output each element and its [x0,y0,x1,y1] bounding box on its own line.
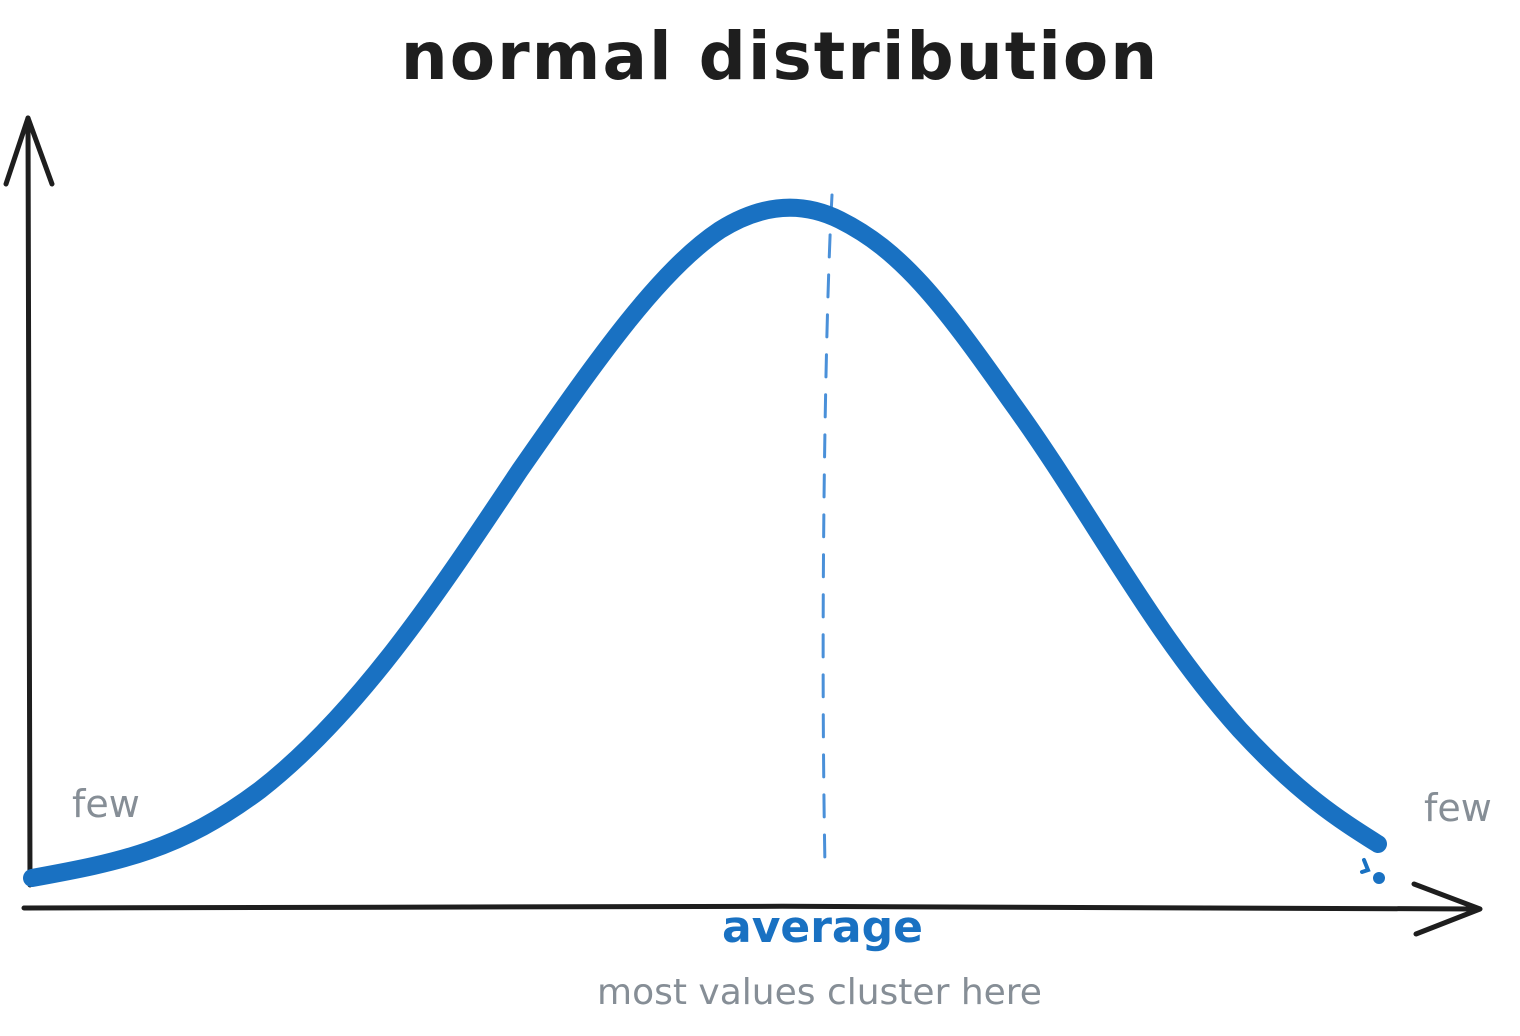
diagram-title: normal distribution [400,18,1160,95]
average-label: average [722,902,923,953]
mean-dashed-line [821,193,834,868]
cluster-note: most values cluster here [597,972,1042,1013]
y-axis [25,115,33,888]
right-tail-label: few [1424,786,1492,830]
left-tail-label: few [72,782,140,826]
bell-curve [23,198,1387,887]
pen-mark [1360,858,1371,874]
y-axis-arrowhead [3,115,55,187]
x-axis [21,903,1481,912]
x-axis-arrowhead [1411,881,1483,937]
pen-dot [1373,872,1385,884]
